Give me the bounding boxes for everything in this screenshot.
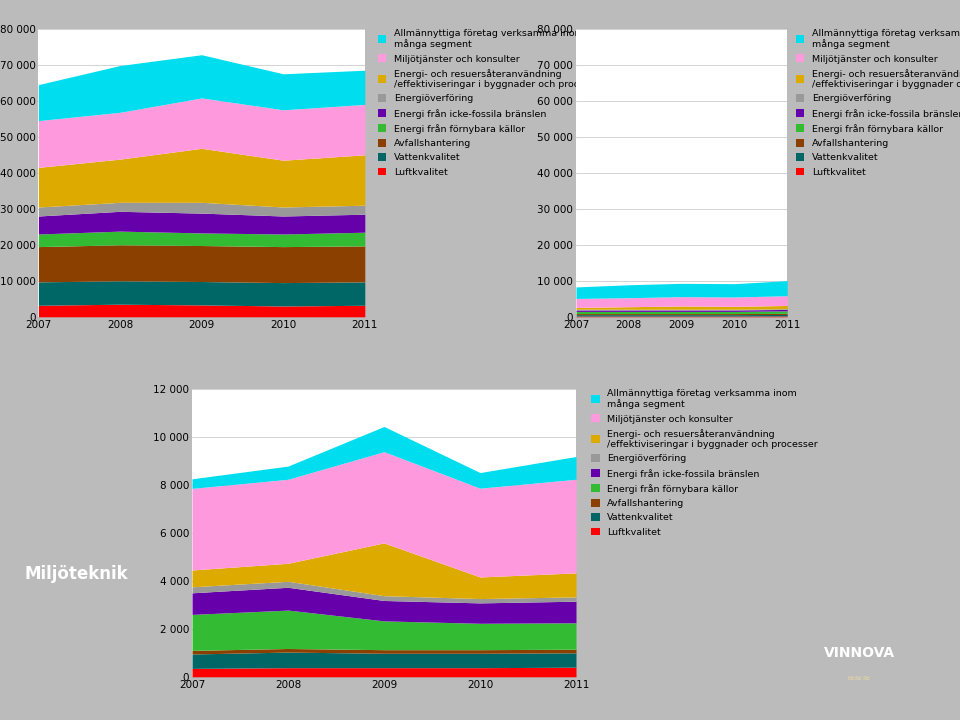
Text: VINNOVA: VINNOVA (824, 647, 895, 660)
Text: ≈≈≈: ≈≈≈ (847, 672, 872, 683)
Text: Miljöteknik: Miljöteknik (25, 565, 129, 583)
Legend: Allmännyttiga företag verksamma inom
många segment, Miljötjänster och konsulter,: Allmännyttiga företag verksamma inom mån… (591, 389, 818, 536)
Legend: Allmännyttiga företag verksamma inom
många segment, Miljötjänster och konsulter,: Allmännyttiga företag verksamma inom mån… (796, 29, 960, 176)
Legend: Allmännyttiga företag verksamma inom
många segment, Miljötjänster och konsulter,: Allmännyttiga företag verksamma inom mån… (378, 29, 605, 176)
